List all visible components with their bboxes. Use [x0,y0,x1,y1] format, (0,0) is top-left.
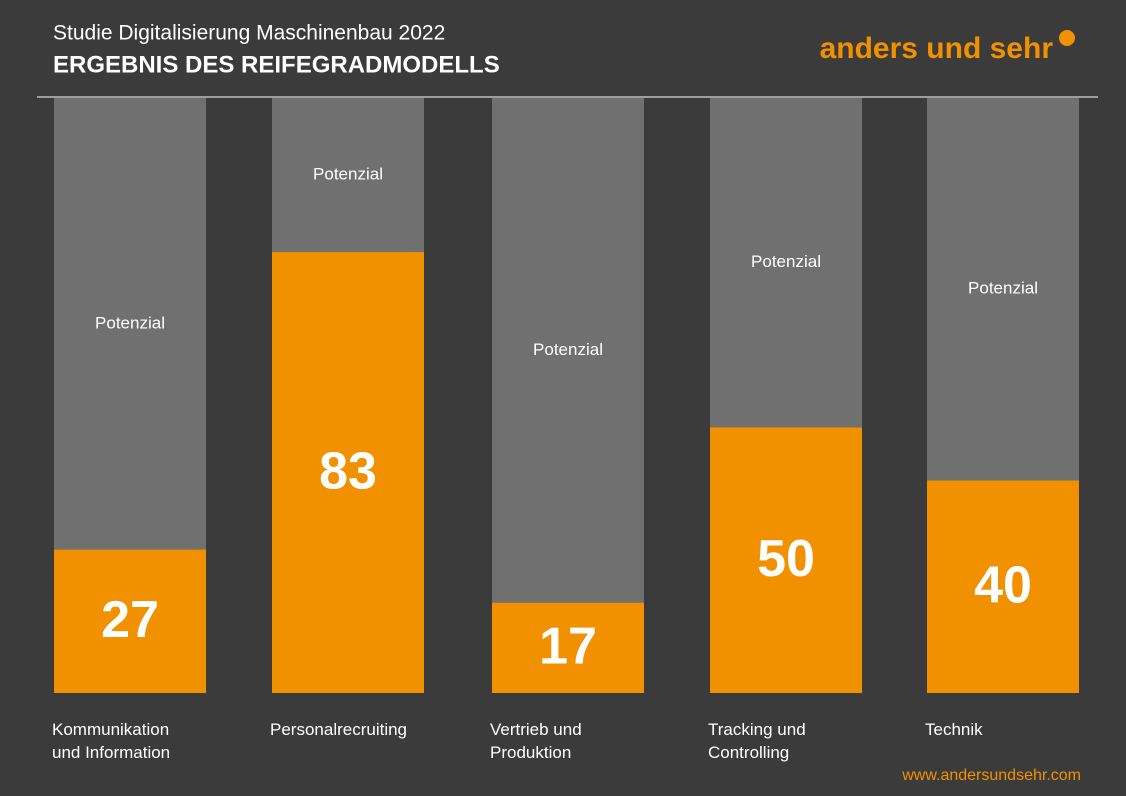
potential-track [710,98,862,428]
value-label: 50 [757,530,815,588]
bar [492,602,644,693]
category-label: Personalrecruiting [270,720,408,739]
subtitle: Studie Digitalisierung Maschinenbau 2022 [53,22,445,45]
bar [54,549,206,693]
category-label: Tracking und Controlling [708,720,806,762]
chart-title: ERGEBNIS DES REIFEGRADMODELLS [53,51,500,78]
bar [927,480,1079,693]
logo: anders und sehr [820,32,1054,65]
track-label: Potenzial [751,252,821,271]
logo-icon [1059,30,1075,46]
category-label: Technik [925,720,983,739]
value-label: 17 [539,618,597,676]
potential-track [54,98,206,550]
potential-track [272,98,424,253]
value-label: 27 [101,591,159,649]
track-label: Potenzial [95,313,165,332]
category-label: Kommunikation und Information [52,720,171,762]
track-label: Potenzial [533,340,603,359]
potential-track [492,98,644,603]
track-label: Potenzial [968,279,1038,298]
potential-track [927,98,1079,481]
category-label: Vertrieb und Produktion [490,720,582,762]
track-label: Potenzial [313,165,383,184]
url: www.andersundsehr.com [901,767,1081,784]
bar [710,427,862,693]
bar [272,252,424,693]
value-label: 40 [974,556,1032,614]
value-label: 83 [319,442,377,500]
